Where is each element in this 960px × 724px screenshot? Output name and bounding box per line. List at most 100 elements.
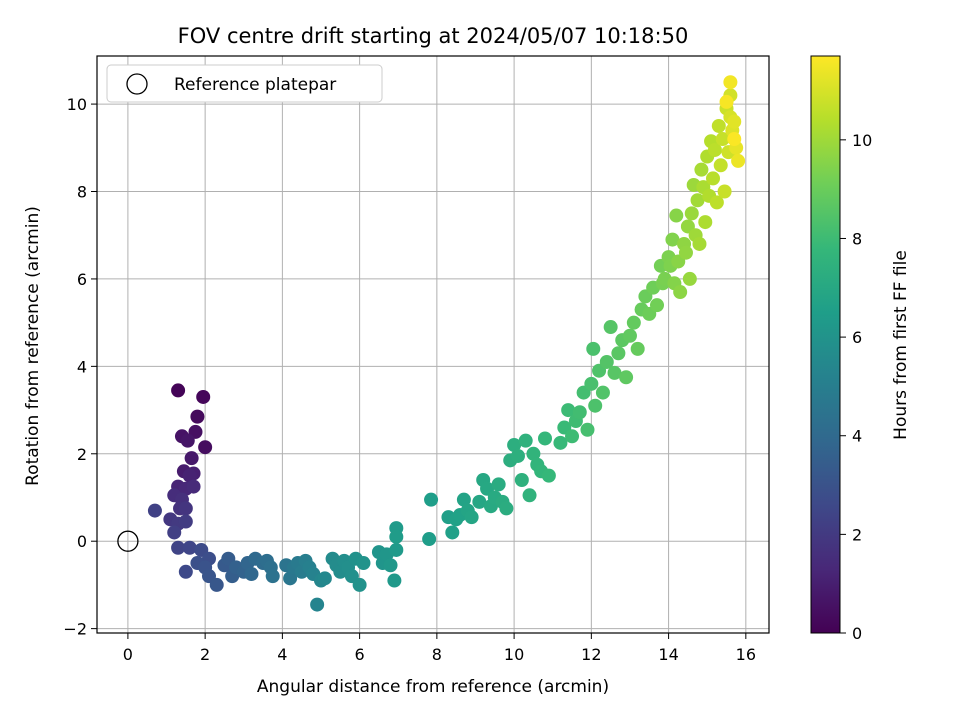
x-tick-label: 16 xyxy=(736,645,756,664)
colorbar-tick-label: 2 xyxy=(852,525,862,544)
data-point xyxy=(565,429,580,444)
data-point xyxy=(723,75,738,90)
data-point xyxy=(178,514,193,529)
y-tick-label: 8 xyxy=(77,183,87,202)
data-point xyxy=(572,405,587,420)
colorbar-label: Hours from first FF file xyxy=(891,250,911,440)
data-point xyxy=(244,566,259,581)
data-point xyxy=(692,236,707,251)
data-point xyxy=(209,577,224,592)
data-point xyxy=(588,398,603,413)
colorbar-tick-label: 4 xyxy=(852,427,862,446)
data-point xyxy=(713,158,728,173)
colorbar-tick-label: 6 xyxy=(852,328,862,347)
data-point xyxy=(171,540,186,555)
data-point xyxy=(727,114,742,129)
data-points xyxy=(117,75,746,612)
data-point xyxy=(510,448,525,463)
data-point xyxy=(171,383,186,398)
data-point xyxy=(611,346,626,361)
data-point xyxy=(626,315,641,330)
data-point xyxy=(472,494,487,509)
data-point xyxy=(707,142,722,157)
data-point xyxy=(665,232,680,247)
legend-marker xyxy=(126,73,148,95)
data-point xyxy=(356,556,371,571)
data-point xyxy=(715,132,730,147)
data-point xyxy=(541,468,556,483)
data-point xyxy=(167,525,182,540)
x-tick-label: 2 xyxy=(200,645,210,664)
data-point xyxy=(650,298,664,313)
data-point xyxy=(727,132,742,147)
data-point xyxy=(499,501,514,516)
data-point xyxy=(178,564,193,579)
data-point xyxy=(698,215,713,230)
y-tick-label: 6 xyxy=(77,270,87,289)
data-point xyxy=(586,341,601,356)
data-point xyxy=(310,597,325,612)
data-point xyxy=(518,433,533,448)
colorbar-ticks: 0 2 4 6 8 10 xyxy=(840,131,872,643)
legend-label: Reference platepar xyxy=(174,75,336,95)
data-point xyxy=(584,376,599,391)
data-point xyxy=(673,285,688,300)
data-point xyxy=(422,532,437,547)
colorbar: 0 2 4 6 8 10 Hours from first FF file xyxy=(810,55,911,643)
data-point xyxy=(682,271,697,286)
data-point xyxy=(445,525,460,540)
legend: Reference platepar xyxy=(106,64,383,103)
data-point xyxy=(186,479,201,494)
data-point xyxy=(147,503,162,518)
x-tick-label: 0 xyxy=(123,645,133,664)
y-tick-label: 4 xyxy=(77,357,87,376)
data-point xyxy=(387,573,402,588)
y-tick-label: 10 xyxy=(67,95,87,114)
y-axis-label: Rotation from reference (arcmin) xyxy=(23,206,43,486)
data-point xyxy=(595,385,610,400)
data-point xyxy=(178,501,193,516)
legend-box xyxy=(106,64,383,103)
data-point xyxy=(561,403,576,418)
data-point xyxy=(607,365,622,380)
data-point xyxy=(522,488,537,503)
data-point xyxy=(684,206,699,221)
axis-ticks: 0 2 4 6 8 10 12 14 16 −2 0 2 4 6 8 10 xyxy=(63,95,756,664)
data-point xyxy=(603,320,618,335)
x-tick-label: 10 xyxy=(504,645,524,664)
x-axis-label: Angular distance from reference (arcmin) xyxy=(257,677,609,697)
data-point xyxy=(717,184,732,199)
data-point xyxy=(352,577,367,592)
colorbar-gradient xyxy=(810,55,841,634)
colorbar-tick-label: 10 xyxy=(852,131,872,150)
x-tick-label: 14 xyxy=(658,645,678,664)
chart-title: FOV centre drift starting at 2024/05/07 … xyxy=(178,24,689,48)
data-point xyxy=(630,341,645,356)
reference-platepar-marker xyxy=(117,530,139,552)
data-point xyxy=(669,208,684,223)
data-point xyxy=(198,440,213,455)
data-point xyxy=(464,510,479,525)
data-point xyxy=(678,245,693,260)
data-point xyxy=(709,195,724,210)
data-point xyxy=(553,435,568,450)
data-point xyxy=(619,370,634,385)
colorbar-tick-label: 0 xyxy=(852,624,862,643)
data-point xyxy=(580,422,595,437)
data-point xyxy=(184,451,199,466)
data-point xyxy=(190,409,205,424)
data-point xyxy=(622,328,637,343)
data-point xyxy=(711,118,726,133)
y-tick-label: −2 xyxy=(63,620,87,639)
y-tick-label: 2 xyxy=(77,445,87,464)
data-point xyxy=(389,529,404,544)
x-tick-label: 6 xyxy=(355,645,365,664)
data-point xyxy=(706,171,720,186)
plot-frame xyxy=(96,55,770,634)
data-point xyxy=(690,193,705,208)
data-point xyxy=(507,438,522,453)
data-point xyxy=(538,431,552,446)
data-point xyxy=(456,492,471,507)
